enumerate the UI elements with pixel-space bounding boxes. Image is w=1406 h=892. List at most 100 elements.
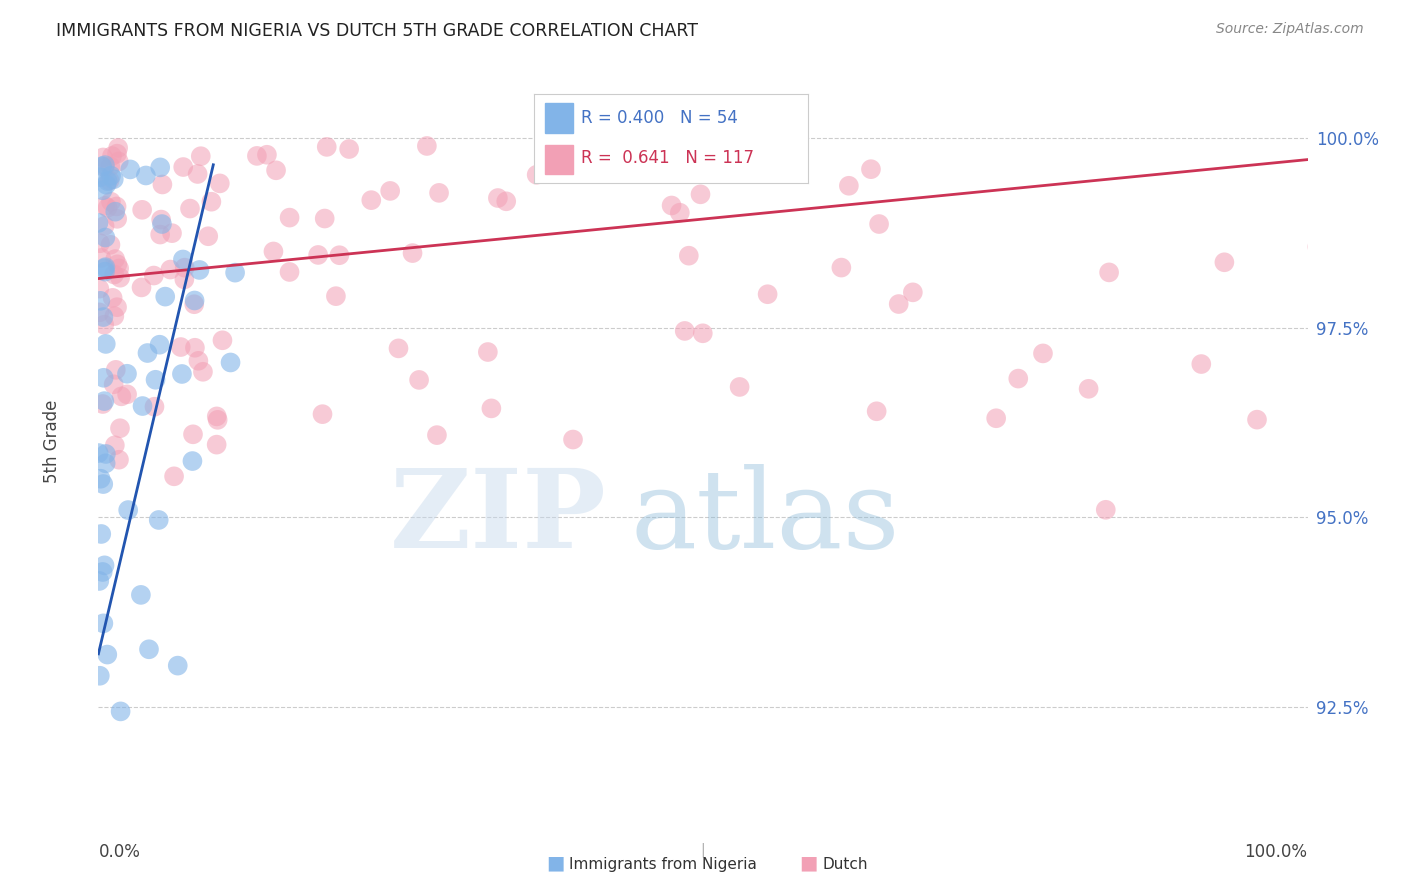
Point: [91, 565, 114, 579]
Point: [187, 167, 209, 181]
Point: [100, 237, 122, 252]
Point: [408, 373, 430, 387]
Point: [526, 168, 548, 182]
Point: [181, 427, 204, 442]
Point: [314, 211, 336, 226]
Point: [172, 252, 194, 267]
Point: [89, 669, 111, 683]
Point: [868, 217, 890, 231]
Point: [93, 616, 115, 631]
Point: [94, 337, 117, 351]
Point: [1246, 412, 1268, 426]
Point: [224, 266, 246, 280]
Point: [93, 558, 115, 573]
Point: [93, 219, 115, 233]
Point: [172, 160, 194, 174]
Point: [93, 394, 115, 409]
Point: [183, 293, 205, 308]
Point: [107, 141, 129, 155]
Point: [477, 345, 499, 359]
Point: [115, 367, 138, 381]
Point: [131, 280, 153, 294]
Point: [173, 272, 195, 286]
Point: [108, 270, 131, 285]
Point: [208, 177, 231, 191]
Point: [91, 397, 114, 411]
Point: [104, 252, 127, 266]
Point: [91, 477, 114, 491]
Point: [104, 363, 127, 377]
Point: [673, 324, 696, 338]
Point: [90, 251, 112, 265]
Bar: [546, 103, 572, 133]
Point: [211, 333, 233, 347]
Point: [150, 217, 173, 231]
Point: [105, 300, 128, 314]
Point: [728, 380, 751, 394]
Point: [110, 389, 132, 403]
Point: [108, 421, 131, 435]
Point: [110, 705, 132, 719]
Point: [427, 186, 450, 200]
Text: |: |: [700, 843, 706, 857]
Point: [830, 260, 852, 275]
Point: [131, 202, 153, 217]
Point: [262, 244, 284, 259]
Point: [135, 169, 157, 183]
Point: [416, 139, 439, 153]
Point: [205, 409, 228, 424]
Point: [166, 658, 188, 673]
Text: ZIP: ZIP: [389, 464, 606, 571]
Point: [887, 297, 910, 311]
Point: [1098, 265, 1121, 279]
Point: [160, 226, 183, 240]
Point: [100, 169, 122, 183]
Point: [426, 428, 449, 442]
Point: [190, 149, 212, 163]
Point: [838, 178, 860, 193]
Point: [87, 216, 110, 230]
Point: [89, 170, 111, 185]
Point: [131, 399, 153, 413]
Point: [150, 212, 173, 227]
Text: R =  0.641   N = 117: R = 0.641 N = 117: [581, 149, 754, 168]
Point: [129, 588, 152, 602]
Text: 0.0%: 0.0%: [98, 843, 141, 861]
Point: [207, 413, 229, 427]
Bar: [546, 145, 572, 174]
Point: [104, 204, 127, 219]
Point: [181, 454, 204, 468]
Text: Dutch: Dutch: [823, 857, 868, 872]
Point: [170, 340, 193, 354]
Point: [103, 268, 125, 282]
Point: [94, 447, 117, 461]
Point: [149, 227, 172, 242]
Point: [1077, 382, 1099, 396]
Point: [138, 642, 160, 657]
Point: [325, 289, 347, 303]
Point: [1306, 240, 1329, 254]
Point: [387, 342, 409, 356]
Point: [170, 367, 193, 381]
Point: [328, 248, 350, 262]
Point: [219, 355, 242, 369]
Point: [187, 353, 209, 368]
Point: [149, 161, 172, 175]
Point: [105, 257, 128, 271]
Point: [756, 287, 779, 301]
Point: [692, 326, 714, 341]
Point: [1007, 371, 1029, 385]
Point: [96, 648, 118, 662]
Point: [197, 229, 219, 244]
Point: [191, 365, 214, 379]
Point: [669, 205, 692, 219]
Point: [148, 513, 170, 527]
Point: [90, 527, 112, 541]
Point: [246, 149, 269, 163]
Point: [98, 173, 121, 187]
Point: [1213, 255, 1236, 269]
Point: [101, 291, 124, 305]
Point: [97, 201, 120, 215]
Point: [859, 162, 882, 177]
Point: [360, 193, 382, 207]
